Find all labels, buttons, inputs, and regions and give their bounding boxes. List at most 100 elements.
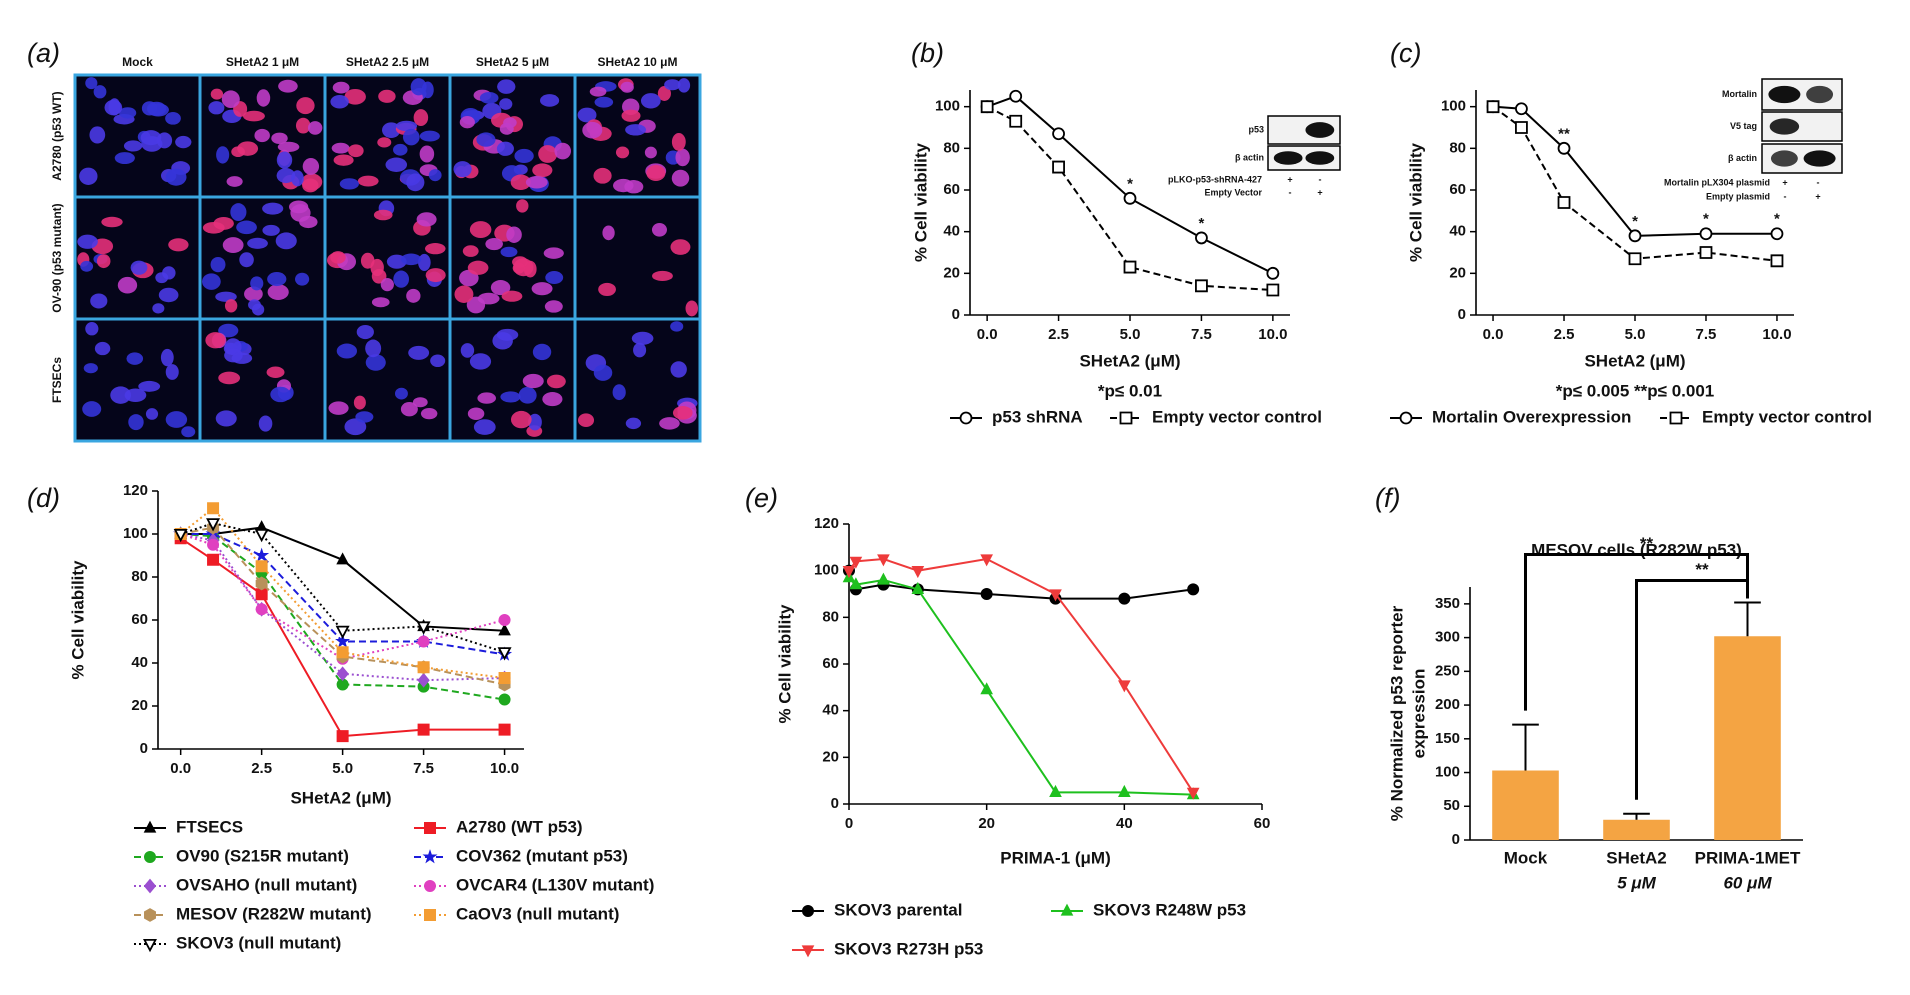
panel-label: (e) (745, 483, 778, 513)
nucleus (469, 221, 492, 239)
legend-marker (424, 909, 436, 921)
nucleus (339, 178, 359, 190)
condition-sign: + (1782, 177, 1787, 187)
nucleus (410, 78, 427, 96)
footnote: *p≤ 0.01 (1098, 381, 1162, 400)
nucleus (216, 146, 230, 164)
y-tick-label: 0 (952, 306, 960, 323)
nucleus (677, 78, 691, 93)
marker (980, 554, 993, 567)
y-tick-label: 150 (1435, 730, 1460, 747)
nucleus (355, 411, 374, 423)
bar (1714, 636, 1781, 840)
marker (417, 672, 430, 688)
marker (1486, 100, 1500, 114)
nucleus (258, 415, 273, 432)
nucleus (512, 256, 528, 268)
legend-marker (422, 849, 438, 864)
legend-label: SKOV3 (null mutant) (176, 933, 341, 952)
y-tick-label: 40 (943, 223, 960, 240)
nucleus (602, 225, 615, 241)
nucleus (262, 224, 280, 236)
nucleus (330, 251, 346, 264)
x-tick-label: Mock (1504, 848, 1548, 867)
nucleus (152, 303, 165, 314)
nucleus (477, 392, 496, 404)
significance-bracket (1524, 553, 1749, 711)
legend-marker (1399, 411, 1413, 425)
marker (207, 538, 220, 551)
x-tick-label: 60 (1254, 815, 1271, 832)
nucleus (496, 328, 519, 341)
y-tick-label: 0 (1452, 831, 1460, 848)
nucleus (114, 152, 135, 165)
nucleus (485, 237, 503, 251)
marker (1628, 229, 1642, 243)
legend-label: SKOV3 R273H p53 (834, 939, 983, 958)
legend-marker (143, 878, 157, 894)
nucleus (425, 243, 446, 255)
nucleus (620, 81, 634, 93)
nucleus (671, 133, 686, 151)
nucleus (94, 341, 111, 356)
nucleus (226, 176, 243, 187)
marker (173, 528, 188, 543)
nucleus (250, 276, 264, 291)
nucleus (93, 85, 107, 99)
marker (1049, 589, 1062, 602)
micrograph-border (573, 317, 702, 443)
panel-label: (d) (27, 483, 60, 513)
nucleus (501, 290, 523, 302)
legend-label: SKOV3 parental (834, 900, 963, 919)
marker (255, 603, 268, 616)
marker (877, 554, 890, 567)
nucleus (242, 110, 265, 122)
marker (1049, 784, 1062, 797)
panel-label: (f) (1375, 483, 1400, 513)
marker (417, 661, 430, 674)
x-axis-label: SHetA2 (μM) (290, 788, 391, 807)
nucleus (430, 354, 446, 368)
nucleus (497, 79, 516, 94)
nucleus (158, 287, 179, 303)
x-axis-label: SHetA2 (μM) (1584, 351, 1685, 370)
marker (1123, 192, 1137, 205)
nucleus (123, 140, 143, 152)
marker (849, 556, 863, 569)
nucleus (582, 121, 603, 139)
nucleus (460, 343, 475, 358)
nucleus (544, 300, 563, 313)
x-tick-label: 5.0 (1625, 326, 1646, 343)
nucleus (532, 163, 553, 178)
nucleus (295, 117, 311, 134)
marker (1009, 89, 1023, 103)
nucleus (393, 270, 410, 288)
y-axis-label: expression (1409, 669, 1428, 759)
condition-label: pLKO-p53-shRNA-427 (1168, 174, 1262, 184)
legend-marker (143, 820, 157, 833)
series-line (180, 533, 505, 656)
nucleus (224, 348, 243, 363)
marker (1515, 121, 1528, 134)
nucleus (231, 146, 245, 158)
blot-label: Mortalin (1722, 89, 1757, 99)
legend-marker (1119, 411, 1133, 425)
nucleus (413, 109, 429, 127)
nucleus (473, 419, 496, 435)
nucleus (160, 348, 174, 367)
nucleus (210, 88, 224, 100)
condition-sign: - (1319, 174, 1322, 184)
nucleus (267, 272, 287, 287)
nucleus (162, 266, 176, 280)
marker (1052, 160, 1065, 174)
x-tick-label: 10.0 (490, 760, 519, 777)
marker (980, 682, 993, 695)
nucleus (252, 303, 265, 316)
nucleus (336, 343, 358, 359)
nucleus (365, 339, 382, 358)
nucleus (525, 176, 548, 189)
marker (498, 693, 511, 706)
condition-sign: + (1287, 174, 1292, 184)
nucleus (542, 392, 563, 407)
nucleus (377, 137, 392, 148)
